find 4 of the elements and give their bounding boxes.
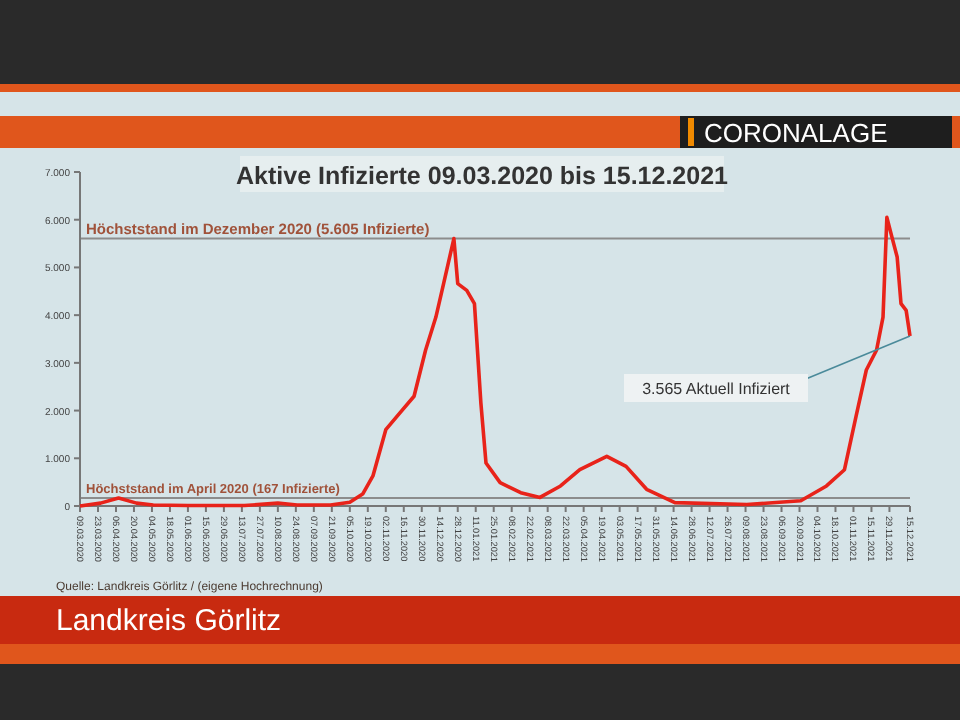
annotation: 3.565 Aktuell Infiziert: [642, 380, 792, 398]
chart-subtitle: CORONALAGE: [704, 118, 889, 148]
text: Landkreis Görlitz: [56, 604, 282, 638]
chart-title: Aktive Infizierte 09.03.2020 bis 15.12.2021: [236, 162, 729, 190]
